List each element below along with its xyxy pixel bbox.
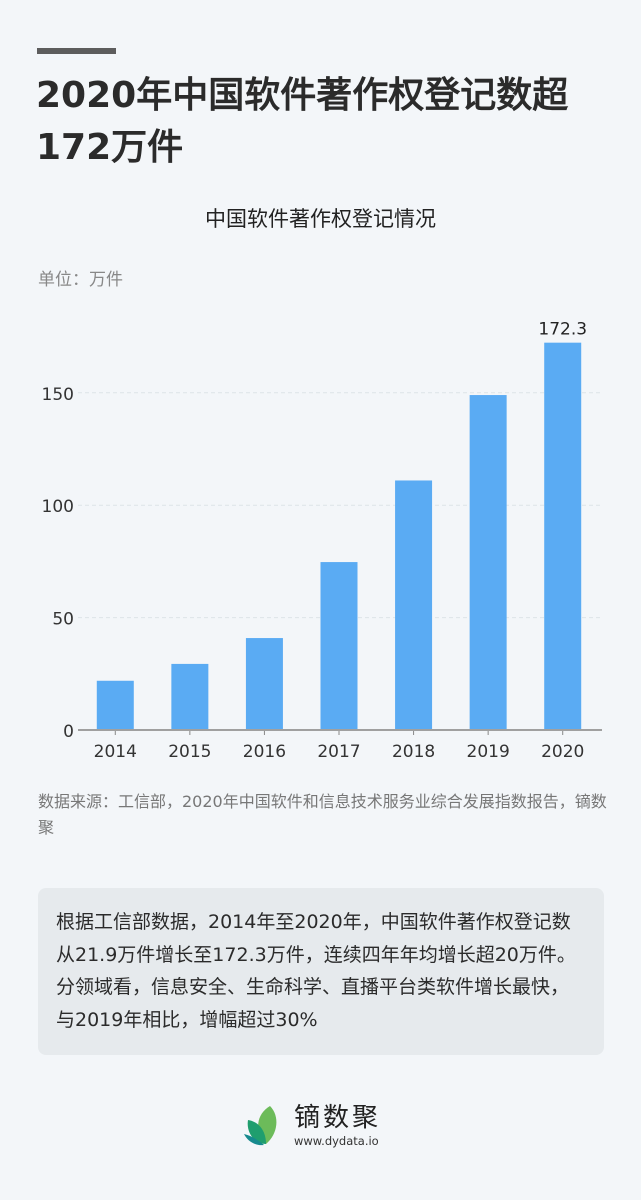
y-tick-label: 50 bbox=[52, 610, 74, 630]
page-title: 2020年中国软件著作权登记数超172万件 bbox=[36, 75, 569, 168]
brand-url: www.dydata.io bbox=[294, 1134, 379, 1148]
x-tick-label: 2020 bbox=[541, 742, 584, 762]
y-tick-label: 100 bbox=[42, 497, 74, 517]
bar-2019 bbox=[469, 395, 507, 730]
x-tick-label: 2014 bbox=[94, 742, 137, 762]
brand-name: 镝数聚 bbox=[294, 1103, 382, 1133]
bar-2014 bbox=[96, 680, 134, 730]
bar-2020 bbox=[544, 342, 582, 730]
unit-label: 单位：万件 bbox=[38, 270, 123, 290]
x-tick-label: 2019 bbox=[467, 742, 510, 762]
bar-2016 bbox=[245, 638, 283, 730]
x-tick-label: 2018 bbox=[392, 742, 435, 762]
x-tick-label: 2016 bbox=[243, 742, 286, 762]
bar-2017 bbox=[320, 562, 358, 730]
brand-logo: 镝数聚 www.dydata.io bbox=[244, 1103, 381, 1149]
bar-2018 bbox=[395, 480, 433, 730]
bar-2015 bbox=[171, 663, 209, 730]
y-tick-label: 150 bbox=[42, 385, 74, 405]
summary-box: 根据工信部数据，2014年至2020年，中国软件著作权登记数从21.9万件增长至… bbox=[38, 888, 604, 1055]
data-source-note: 数据来源：工信部，2020年中国软件和信息技术服务业综合发展指数报告，镝数聚 bbox=[38, 792, 607, 837]
chart-title: 中国软件著作权登记情况 bbox=[205, 207, 436, 231]
x-tick-label: 2017 bbox=[317, 742, 360, 762]
leaf-logo-icon bbox=[244, 1106, 277, 1146]
summary-text: 根据工信部数据，2014年至2020年，中国软件著作权登记数从21.9万件增长至… bbox=[56, 911, 576, 1031]
accent-bar bbox=[37, 48, 116, 54]
data-label: 172.3 bbox=[538, 320, 587, 340]
bar-chart: 0 50 100 150 2014 2015 2016 2017 2018 2019 2020 172… bbox=[42, 320, 602, 762]
x-tick-label: 2015 bbox=[168, 742, 211, 762]
y-tick-label: 0 bbox=[63, 722, 74, 742]
